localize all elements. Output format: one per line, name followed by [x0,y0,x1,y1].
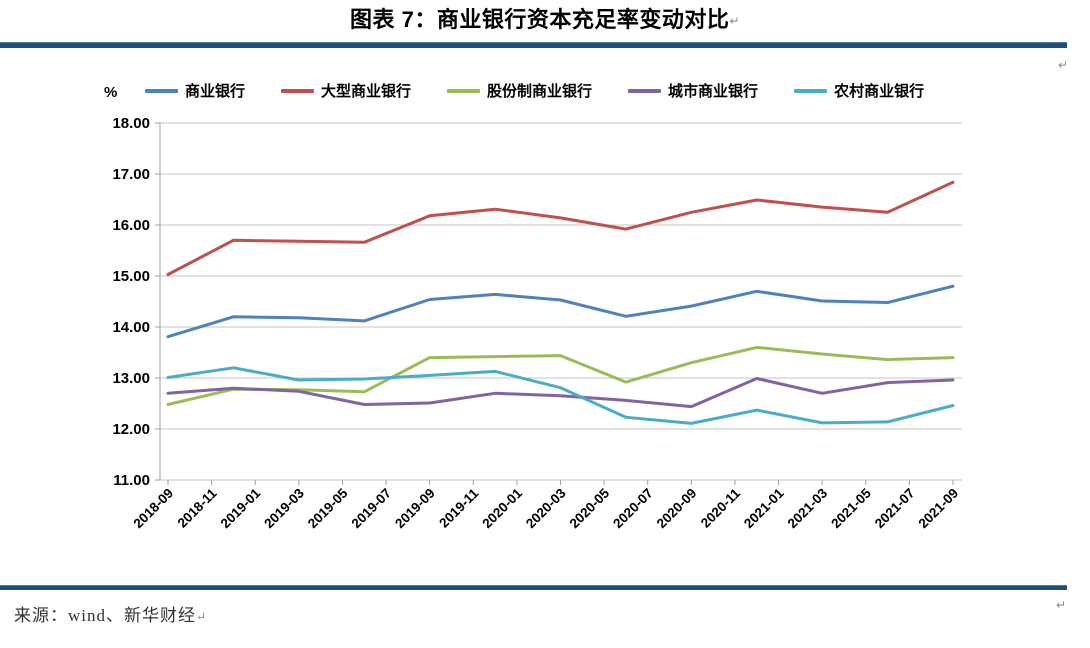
paragraph-mark-icon: ↵ [196,609,208,624]
x-axis-tick-label: 2019-09 [392,486,438,532]
x-axis-tick-label: 2020-03 [523,485,569,531]
x-axis-tick-label: 2021-05 [828,485,874,531]
x-axis-tick-label: 2020-09 [654,486,700,532]
legend-item-1: 大型商业银行 [281,80,411,101]
x-axis-tick-label: 2019-03 [261,485,307,531]
legend-item-2: 股份制商业银行 [447,80,592,101]
legend-label: 城市商业银行 [668,83,759,100]
x-axis-tick-label: 2019-05 [305,485,351,531]
y-axis-tick-label: 11.00 [113,472,150,489]
series-line-2 [166,345,955,406]
paragraph-mark-icon: ↵ [1058,58,1069,72]
title-divider-bar [0,42,1067,48]
series-line-4 [166,366,955,425]
x-axis-tick-label: 2019-01 [218,485,264,531]
x-axis-tick-label: 2020-11 [698,485,743,530]
x-axis-tick-label: 2019-07 [349,486,395,532]
series-line-1 [166,180,955,276]
x-axis-tick-label: 2021-01 [741,485,787,531]
x-axis-tick-label: 2020-07 [610,486,656,532]
y-axis-tick-label: 13.00 [112,370,150,387]
x-axis-tick-label: 2020-01 [479,485,525,531]
y-axis-tick-label: 15.00 [112,268,150,285]
legend-item-3: 城市商业银行 [628,80,758,101]
x-axis-tick-label: 2018-11 [175,485,220,530]
x-axis-tick-label: 2020-05 [567,485,613,531]
series-line-3 [166,377,955,409]
y-axis-tick-label: 14.00 [112,319,150,336]
legend-item-0: 商业银行 [145,80,245,101]
legend-label: 农村商业银行 [834,83,925,100]
x-axis-tick-label: 2018-09 [130,486,176,532]
chart-title-text: 图表 7：商业银行资本充足率变动对比 [350,7,730,32]
legend-label: 股份制商业银行 [487,83,593,100]
y-axis-tick-label: 17.00 [112,166,150,183]
paragraph-mark-icon: ↵ [729,14,740,29]
y-axis-tick-label: 16.00 [112,217,150,234]
x-axis-tick-label: 2019-11 [436,485,481,530]
legend-item-4: 农村商业银行 [794,80,924,101]
y-axis-unit-label: % [104,84,118,101]
legend-swatch-icon [145,88,178,93]
x-axis-tick-label: 2021-09 [915,486,961,532]
series-line-0 [166,284,955,339]
y-axis-tick-label: 12.00 [112,421,150,438]
source-note: 来源：wind、新华财经↵ [14,601,207,626]
legend-swatch-icon [281,88,315,93]
footer-divider-bar [0,585,1067,590]
x-axis-tick-label: 2021-07 [872,486,918,532]
legend-swatch-icon [628,88,662,93]
chart-title: 图表 7：商业银行资本充足率变动对比↵ [0,2,1090,34]
legend-swatch-icon [447,88,481,93]
legend-label: 商业银行 [185,83,246,100]
source-text: 来源：wind、新华财经 [14,606,196,625]
chart-legend: 商业银行 大型商业银行 股份制商业银行 城市商业银行 农村商业银行 [145,80,924,101]
paragraph-mark-icon: ↵ [1056,598,1067,612]
legend-label: 大型商业银行 [321,83,412,100]
y-axis-tick-label: 18.00 [112,115,150,132]
legend-swatch-icon [794,88,828,93]
x-axis-tick-label: 2021-03 [785,485,831,531]
